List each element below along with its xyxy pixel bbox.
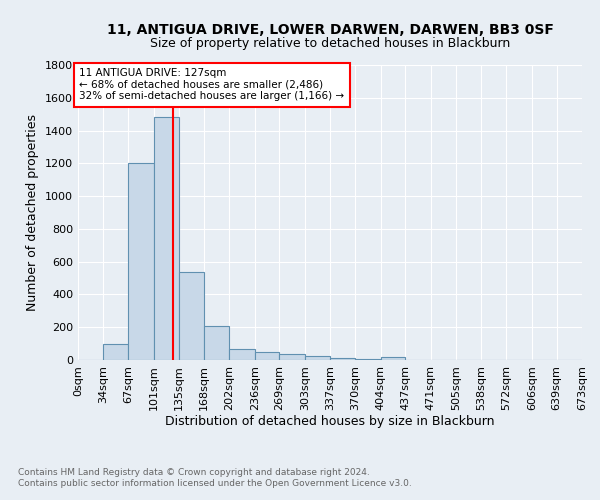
- Text: 11 ANTIGUA DRIVE: 127sqm
← 68% of detached houses are smaller (2,486)
32% of sem: 11 ANTIGUA DRIVE: 127sqm ← 68% of detach…: [79, 68, 344, 102]
- Bar: [128, 164, 154, 360]
- Bar: [331, 358, 355, 360]
- X-axis label: Distribution of detached houses by size in Blackburn: Distribution of detached houses by size …: [165, 416, 495, 428]
- Text: Size of property relative to detached houses in Blackburn: Size of property relative to detached ho…: [150, 38, 510, 51]
- Bar: [305, 356, 331, 360]
- Bar: [255, 352, 280, 360]
- Text: Contains HM Land Registry data © Crown copyright and database right 2024.
Contai: Contains HM Land Registry data © Crown c…: [18, 468, 412, 487]
- Bar: [154, 118, 179, 360]
- Bar: [355, 358, 380, 360]
- Bar: [179, 272, 204, 360]
- Bar: [380, 357, 405, 360]
- Bar: [204, 326, 229, 360]
- Bar: [103, 344, 128, 360]
- Bar: [280, 354, 305, 360]
- Text: 11, ANTIGUA DRIVE, LOWER DARWEN, DARWEN, BB3 0SF: 11, ANTIGUA DRIVE, LOWER DARWEN, DARWEN,…: [107, 22, 553, 36]
- Bar: [229, 348, 255, 360]
- Y-axis label: Number of detached properties: Number of detached properties: [26, 114, 40, 311]
